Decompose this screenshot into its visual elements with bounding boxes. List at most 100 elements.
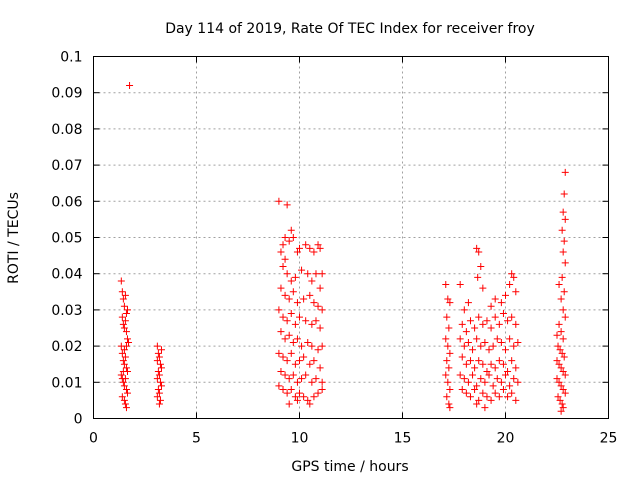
- data-point: [281, 371, 289, 379]
- y-tick-labels: 0 0.01 0.02 0.03 0.04 0.05 0.06 0.07 0.08 0.09 0.1: [51, 50, 82, 428]
- data-point: [306, 400, 314, 408]
- data-point: [483, 317, 491, 325]
- data-point: [300, 393, 308, 401]
- data-point: [475, 248, 483, 256]
- data-point: [557, 407, 565, 415]
- data-point: [121, 375, 129, 383]
- data-point: [285, 331, 293, 339]
- data-point: [556, 396, 564, 404]
- data-point: [475, 357, 483, 365]
- data-point: [561, 259, 569, 267]
- data-point: [460, 375, 468, 383]
- data-point: [310, 299, 318, 307]
- data-point: [154, 386, 162, 394]
- data-point: [560, 190, 568, 198]
- data-point: [512, 320, 520, 328]
- data-point: [479, 389, 487, 397]
- x-tick-label: 20: [497, 431, 515, 447]
- data-point: [561, 389, 569, 397]
- data-point: [473, 382, 481, 390]
- data-point: [155, 371, 163, 379]
- data-point: [510, 342, 518, 350]
- data-point: [504, 393, 512, 401]
- data-point: [442, 281, 450, 289]
- data-point: [508, 313, 516, 321]
- data-point: [479, 360, 487, 368]
- data-point: [296, 244, 303, 252]
- data-point: [475, 396, 483, 404]
- data-point: [275, 349, 283, 357]
- data-point: [499, 360, 507, 368]
- data-point: [558, 349, 566, 357]
- y-tick-label: 0.02: [51, 339, 82, 355]
- data-point: [156, 378, 164, 386]
- data-point: [314, 241, 322, 249]
- data-point: [473, 335, 481, 343]
- data-point: [125, 338, 133, 346]
- data-point: [491, 313, 499, 321]
- data-point: [481, 378, 489, 386]
- data-point: [456, 335, 464, 343]
- data-point: [499, 310, 507, 318]
- data-point: [279, 353, 287, 361]
- data-point: [462, 360, 470, 368]
- data-point: [289, 371, 297, 379]
- data-point: [444, 378, 452, 386]
- data-point: [122, 364, 130, 372]
- grid: [93, 56, 609, 419]
- data-point: [473, 400, 481, 408]
- data-point: [119, 378, 127, 386]
- data-point: [489, 382, 497, 390]
- data-point: [460, 342, 468, 350]
- data-point: [557, 295, 565, 303]
- data-point: [559, 386, 567, 394]
- x-tick-label: 25: [600, 431, 618, 447]
- data-point: [559, 367, 567, 375]
- data-point: [504, 367, 512, 375]
- data-point: [485, 371, 493, 379]
- data-point: [302, 241, 310, 249]
- data-point: [296, 389, 303, 397]
- data-point: [561, 313, 569, 321]
- data-point: [300, 353, 308, 361]
- data-point: [464, 378, 472, 386]
- y-tick-label: 0.04: [51, 267, 82, 283]
- data-point: [560, 237, 568, 245]
- data-point: [121, 400, 129, 408]
- data-point: [479, 320, 487, 328]
- data-point: [120, 382, 128, 390]
- data-point: [458, 353, 466, 361]
- data-point: [560, 353, 568, 361]
- data-point: [487, 302, 495, 310]
- data-point: [314, 302, 322, 310]
- data-point: [506, 382, 514, 390]
- data-point: [122, 310, 130, 318]
- data-point: [502, 371, 509, 379]
- data-point: [443, 357, 451, 365]
- data-point: [306, 360, 314, 368]
- data-point: [471, 364, 479, 372]
- data-point: [153, 342, 161, 350]
- data-point: [555, 378, 563, 386]
- data-point: [287, 349, 295, 357]
- data-point: [155, 400, 163, 408]
- data-point: [561, 215, 569, 223]
- data-point: [283, 317, 291, 325]
- data-point: [473, 244, 481, 252]
- data-point: [481, 338, 489, 346]
- data-point: [491, 389, 499, 397]
- data-point: [553, 375, 561, 383]
- x-tick-label: 10: [291, 431, 309, 447]
- data-point: [502, 291, 509, 299]
- data-point: [469, 346, 477, 354]
- y-tick-label: 0.08: [51, 122, 82, 138]
- data-point: [316, 364, 324, 372]
- data-point: [557, 382, 565, 390]
- data-point: [283, 357, 291, 365]
- data-point: [157, 364, 165, 372]
- data-point: [119, 357, 127, 365]
- data-point: [557, 328, 565, 336]
- data-point: [458, 320, 466, 328]
- data-point: [477, 262, 485, 270]
- data-point: [471, 324, 479, 332]
